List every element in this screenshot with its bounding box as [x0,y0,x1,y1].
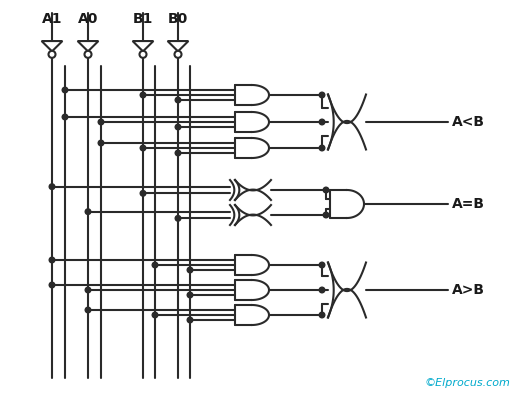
Text: B1: B1 [133,12,153,26]
Circle shape [187,267,193,273]
Circle shape [140,190,146,196]
Circle shape [152,312,158,318]
Text: A<B: A<B [452,115,485,129]
Text: A0: A0 [78,12,98,26]
Circle shape [319,262,325,268]
Circle shape [175,150,181,156]
Circle shape [85,209,91,214]
Text: B0: B0 [168,12,188,26]
Polygon shape [167,41,188,51]
Circle shape [85,307,91,313]
Circle shape [319,287,325,293]
Circle shape [319,145,325,151]
Circle shape [152,262,158,268]
Circle shape [319,92,325,98]
Circle shape [187,317,193,323]
Text: A=B: A=B [452,197,485,211]
Circle shape [140,51,146,58]
Circle shape [49,282,55,288]
Circle shape [85,51,91,58]
Text: A1: A1 [42,12,62,26]
Circle shape [62,114,68,120]
Circle shape [49,184,55,190]
Circle shape [175,216,181,221]
Polygon shape [41,41,62,51]
Circle shape [62,87,68,93]
Circle shape [174,51,182,58]
Text: A>B: A>B [452,283,485,297]
Polygon shape [133,41,153,51]
Circle shape [49,257,55,263]
Circle shape [85,287,91,293]
Circle shape [187,292,193,298]
Circle shape [319,312,325,318]
Circle shape [98,119,104,125]
Circle shape [98,140,104,146]
Circle shape [140,92,146,98]
Circle shape [323,212,329,218]
Circle shape [140,145,146,151]
Circle shape [319,119,325,125]
Text: ©Elprocus.com: ©Elprocus.com [424,378,510,388]
Circle shape [48,51,56,58]
Circle shape [175,124,181,130]
Circle shape [323,187,329,193]
Circle shape [175,97,181,103]
Polygon shape [78,41,98,51]
